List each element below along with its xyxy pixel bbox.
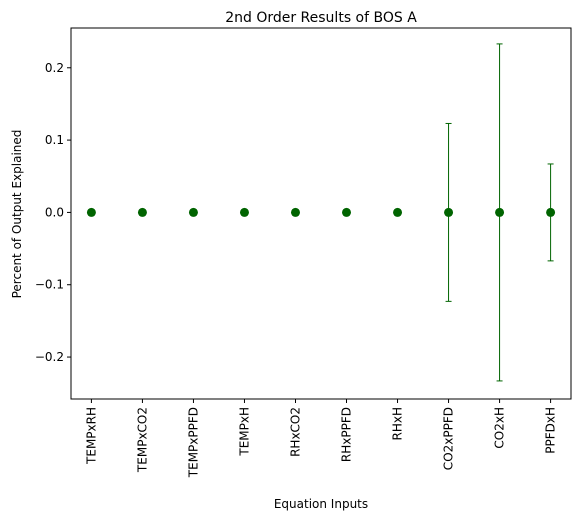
y-tick-label: 0.0 xyxy=(45,205,64,219)
plot-marks: −0.2 −0.1 0.0 0.1 0.2 TEMPxRH TEMPxCO2 TEMPxPPF… xyxy=(35,43,558,478)
chart-title: 2nd Order Results of BOS A xyxy=(225,10,417,26)
data-point xyxy=(86,207,96,217)
data-point xyxy=(137,207,147,217)
x-tick-label: PPFDxH xyxy=(544,407,558,454)
y-tick-label: −0.2 xyxy=(35,350,64,364)
plot-frame xyxy=(70,27,572,400)
x-tick-label: CO2xPPFD xyxy=(442,407,456,470)
data-point xyxy=(393,207,403,217)
data-point xyxy=(444,207,454,217)
data-point xyxy=(188,207,198,217)
y-tick-label: −0.1 xyxy=(35,278,64,292)
data-point xyxy=(495,207,505,217)
x-tick-label: TEMPxCO2 xyxy=(135,407,149,473)
x-tick-label: CO2xH xyxy=(493,407,507,449)
x-axis-label: Equation Inputs xyxy=(274,497,368,511)
x-tick-label: TEMPxRH xyxy=(84,407,98,465)
x-tick-label: TEMPxPPFD xyxy=(186,407,200,478)
data-point xyxy=(546,207,556,217)
x-tick-label: RHxH xyxy=(391,407,405,441)
x-tick-label: RHxCO2 xyxy=(288,407,302,457)
data-point xyxy=(239,207,249,217)
y-tick-label: 0.2 xyxy=(45,61,64,75)
y-tick-label: 0.1 xyxy=(45,133,64,147)
data-point xyxy=(342,207,352,217)
x-tick-label: TEMPxH xyxy=(237,407,251,457)
y-axis-label: Percent of Output Explained xyxy=(10,130,24,299)
data-point xyxy=(290,207,300,217)
x-tick-label: RHxPPFD xyxy=(340,407,354,462)
